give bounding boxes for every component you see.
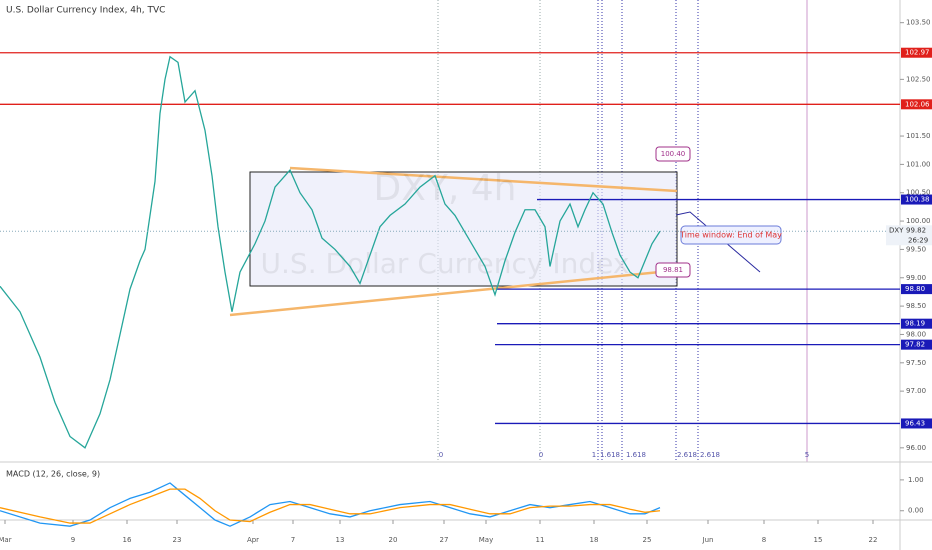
callout-box (655, 262, 691, 278)
x-tick-label: 27 (440, 536, 449, 544)
fib-label: 2.618 (700, 451, 720, 459)
level-label: 102.97 (905, 49, 930, 57)
last-symbol: DXY (889, 226, 904, 234)
callout-label: 100.40 (661, 150, 686, 158)
watermark: U.S. Dollar Currency Index (261, 247, 630, 280)
y-tick-label: 101.00 (906, 160, 931, 168)
x-tick-label: Apr (247, 536, 259, 544)
projection (675, 211, 761, 273)
x-tick-label: Jun (702, 536, 714, 544)
y-tick-label: 96.00 (906, 444, 926, 452)
x-tick-label: May (479, 536, 493, 544)
level-tag (901, 418, 932, 429)
level-label: 102.06 (905, 100, 930, 108)
y-tick-label: 99.50 (906, 245, 926, 253)
y-tick-label: 101.50 (906, 132, 931, 140)
price-line (0, 55, 661, 449)
note: Time window: End of May (679, 231, 782, 240)
fib-label: 1.618 (600, 451, 620, 459)
level-tag (901, 318, 932, 329)
x-tick-label: 16 (123, 536, 132, 544)
fib-label: 1.618 (626, 451, 646, 459)
last-value: 99.82 (906, 226, 926, 234)
x-tick-label: 13 (336, 536, 345, 544)
macd-line (0, 488, 661, 524)
y-tick-label: 99.00 (906, 274, 926, 282)
x-tick-label: 9 (71, 536, 75, 544)
level-tag (901, 194, 932, 205)
macd-title: MACD (12, 26, close, 9) (6, 470, 100, 479)
y-tick-label: 1.00 (908, 476, 924, 484)
y-tick-label: 0.00 (908, 507, 924, 515)
y-tick-label: 103.50 (906, 19, 931, 27)
fib-label: 5 (805, 451, 809, 459)
trend-line (229, 270, 661, 317)
y-tick-label: 97.00 (906, 387, 926, 395)
callout-label: 98.81 (663, 266, 683, 274)
x-tick-label: 22 (869, 536, 878, 544)
trend-line (289, 166, 678, 193)
x-tick-label: Mar (0, 536, 12, 544)
x-tick-label: 25 (643, 536, 652, 544)
x-tick-label: 20 (389, 536, 398, 544)
y-tick-label: 98.00 (906, 330, 926, 338)
level-label: 96.43 (905, 419, 925, 427)
note-box (680, 225, 782, 245)
x-tick-label: 11 (536, 536, 545, 544)
fib-label: 0 (439, 451, 443, 459)
fib-label: 0 (539, 451, 543, 459)
y-tick-label: 100.50 (906, 189, 931, 197)
chart-title: U.S. Dollar Currency Index, 4h, TVC (6, 6, 165, 16)
x-tick-label: 7 (291, 536, 295, 544)
level-tag (901, 47, 932, 58)
y-tick-label: 98.50 (906, 302, 926, 310)
callout-box (655, 146, 691, 162)
countdown: 26:29 (908, 236, 928, 244)
level-label: 97.82 (905, 341, 925, 349)
x-tick-label: 8 (762, 536, 766, 544)
fib-label: 2.618 (677, 451, 697, 459)
last-tag (886, 225, 932, 246)
x-tick-label: 23 (173, 536, 182, 544)
x-tick-label: 15 (814, 536, 823, 544)
level-label: 98.19 (905, 320, 925, 328)
y-tick-label: 102.50 (906, 75, 931, 83)
level-tag (901, 339, 932, 350)
fib-label: 1 (592, 451, 596, 459)
level-label: 100.38 (905, 196, 930, 204)
y-tick-label: 97.50 (906, 359, 926, 367)
x-tick-label: 18 (590, 536, 599, 544)
level-tag (901, 99, 932, 110)
level-tag (901, 284, 932, 295)
level-label: 98.80 (905, 285, 925, 293)
y-tick-label: 100.00 (906, 217, 931, 225)
